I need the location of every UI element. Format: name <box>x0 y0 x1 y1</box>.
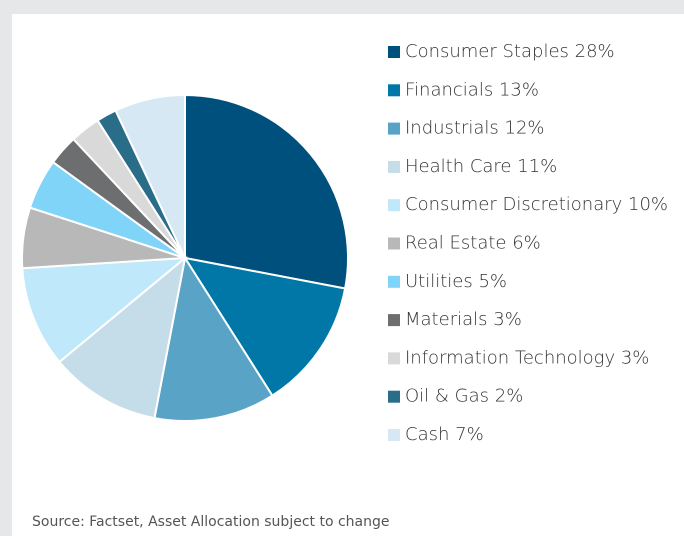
legend-swatch <box>388 46 400 58</box>
legend-value: 6% <box>512 233 541 254</box>
legend-swatch <box>388 352 400 365</box>
legend-value: 10% <box>628 194 668 215</box>
legend-value: 3% <box>493 309 522 330</box>
legend-label: Real Estate 6% <box>405 233 541 254</box>
legend-value: 11% <box>517 156 557 177</box>
legend-label: Information Technology 3% <box>405 347 649 368</box>
source-note: Source: Factset, Asset Allocation subjec… <box>32 514 390 530</box>
legend-swatch <box>388 160 400 173</box>
legend-name: Materials <box>405 309 488 330</box>
legend-name: Consumer Discretionary <box>405 194 622 215</box>
legend-name: Utilities <box>405 271 473 292</box>
legend-name: Information Technology <box>405 347 615 368</box>
pie-slice <box>57 255 187 420</box>
legend-value: 12% <box>505 118 545 139</box>
legend-label: Cash 7% <box>405 424 484 445</box>
pie-slice <box>21 256 189 364</box>
legend-swatch <box>388 390 400 403</box>
legend-swatch <box>388 237 400 250</box>
legend-name: Consumer Staples <box>405 41 569 62</box>
legend-label: Utilities 5% <box>405 271 507 292</box>
legend-value: 2% <box>495 386 524 407</box>
legend-label: Oil & Gas 2% <box>405 386 523 407</box>
pie-slice <box>114 93 186 259</box>
legend-name: Health Care <box>405 156 512 177</box>
legend-name: Cash <box>405 424 449 445</box>
legend-value: 28% <box>575 41 615 62</box>
legend-label: Materials 3% <box>405 309 522 330</box>
legend-name: Financials <box>405 79 493 100</box>
legend-value: 7% <box>455 424 484 445</box>
legend-name: Real Estate <box>405 233 507 254</box>
legend-swatch <box>388 314 400 327</box>
pie-slice <box>182 256 347 398</box>
legend-swatch <box>388 275 400 288</box>
legend-swatch <box>388 429 400 441</box>
legend-value: 13% <box>499 79 539 100</box>
legend-label: Financials 13% <box>405 79 539 100</box>
legend-name: Oil & Gas <box>405 386 489 407</box>
legend-name: Industrials <box>405 118 499 139</box>
legend-label: Health Care 11% <box>405 156 557 177</box>
legend-label: Consumer Staples 28% <box>405 41 615 62</box>
legend-swatch <box>388 199 400 212</box>
legend-swatch <box>388 84 400 97</box>
legend-value: 5% <box>478 271 507 292</box>
legend-swatch <box>388 122 400 135</box>
legend-label: Consumer Discretionary 10% <box>405 194 668 215</box>
legend-label: Industrials 12% <box>405 118 545 139</box>
legend-value: 3% <box>621 347 650 368</box>
pie-slice <box>153 255 274 422</box>
pie-slice <box>184 93 349 290</box>
